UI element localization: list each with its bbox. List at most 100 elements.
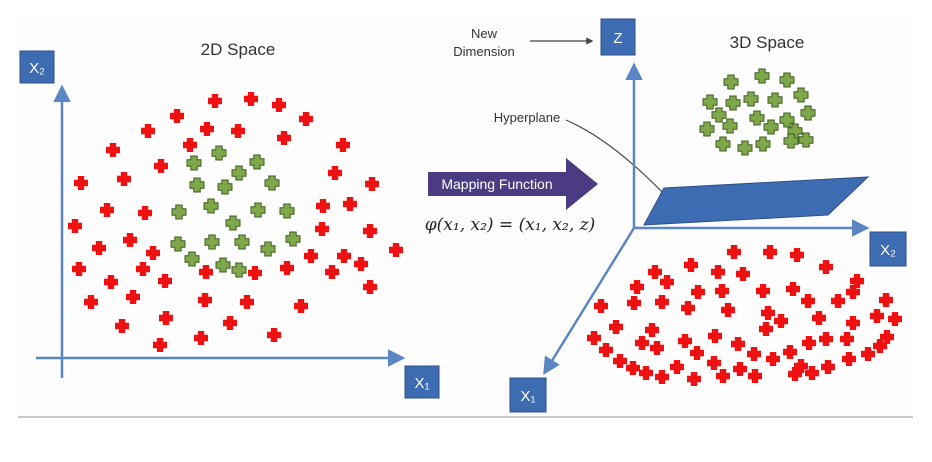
red-class-point <box>630 280 644 294</box>
red-class-point <box>115 319 129 333</box>
kernel-mapping-diagram: 2D Space X₂ X₁ Mapping Function φ(x₁, x₂… <box>19 18 907 413</box>
red-class-point <box>123 233 137 247</box>
red-class-point <box>365 177 379 191</box>
red-class-point <box>850 274 864 288</box>
red-class-point <box>248 266 262 280</box>
red-class-point <box>786 282 800 296</box>
red-class-point <box>790 248 804 262</box>
right-points <box>587 68 902 386</box>
green-class-point <box>225 215 241 231</box>
red-class-point <box>231 124 245 138</box>
green-class-point <box>260 241 276 257</box>
red-class-point <box>627 296 641 310</box>
green-class-point <box>211 145 227 161</box>
red-class-point <box>774 314 788 328</box>
new-dimension-line2: Dimension <box>453 44 514 59</box>
red-class-point <box>655 295 669 309</box>
hyperplane <box>643 176 870 226</box>
red-class-point <box>715 284 729 298</box>
red-class-point <box>304 249 318 263</box>
red-class-point <box>626 361 640 375</box>
red-class-point <box>240 295 254 309</box>
red-class-point <box>783 345 797 359</box>
red-class-point <box>158 274 172 288</box>
red-class-point <box>805 366 819 380</box>
red-class-point <box>655 370 669 384</box>
left-points <box>68 92 403 352</box>
red-class-point <box>650 341 664 355</box>
red-class-point <box>146 246 160 260</box>
red-class-point <box>678 334 692 348</box>
red-class-point <box>861 347 875 361</box>
green-class-point <box>722 118 738 134</box>
red-class-point <box>316 199 330 213</box>
red-class-point <box>343 197 357 211</box>
red-class-point <box>280 261 294 275</box>
green-class-point <box>783 133 799 149</box>
red-class-point <box>138 206 152 220</box>
red-class-point <box>84 295 98 309</box>
left-axis-x-label-box: X₁ <box>404 365 440 399</box>
red-class-point <box>880 330 894 344</box>
green-class-point <box>749 110 765 126</box>
green-class-point <box>215 257 231 273</box>
red-class-point <box>354 257 368 271</box>
red-class-point <box>613 354 627 368</box>
red-class-point <box>126 290 140 304</box>
red-class-point <box>821 360 835 374</box>
red-class-point <box>183 138 197 152</box>
left-axis-y-label: X₂ <box>29 60 45 77</box>
red-class-point <box>645 323 659 337</box>
red-class-point <box>888 312 902 326</box>
green-class-point <box>800 105 816 121</box>
green-class-point <box>723 74 739 90</box>
green-class-point <box>186 155 202 171</box>
red-class-point <box>711 265 725 279</box>
right-x1-axis <box>543 227 636 375</box>
green-class-point <box>171 204 187 220</box>
red-class-point <box>819 332 833 346</box>
red-class-point <box>153 338 167 352</box>
red-class-point <box>294 299 308 313</box>
red-class-point <box>328 166 342 180</box>
red-class-point <box>587 331 601 345</box>
green-class-point <box>779 112 795 128</box>
red-class-point <box>208 94 222 108</box>
red-class-point <box>801 294 815 308</box>
bottom-rule <box>18 416 913 418</box>
green-class-point <box>249 154 265 170</box>
red-class-point <box>733 362 747 376</box>
red-class-point <box>766 352 780 366</box>
red-class-point <box>756 284 770 298</box>
red-class-point <box>794 359 808 373</box>
red-class-point <box>747 347 761 361</box>
red-class-point <box>681 301 695 315</box>
red-class-point <box>267 328 281 342</box>
slide: 2D Space X₂ X₁ Mapping Function φ(x₁, x₂… <box>18 18 913 416</box>
red-class-point <box>244 92 258 106</box>
mapping-arrow: Mapping Function <box>428 158 598 210</box>
green-class-point <box>234 234 250 250</box>
red-class-point <box>272 98 286 112</box>
red-class-point <box>277 131 291 145</box>
red-class-point <box>691 285 705 299</box>
left-panel-title: 2D Space <box>201 40 276 59</box>
right-axis-z-label-box: Z <box>600 18 636 56</box>
left-axis-x-label: X₁ <box>414 375 429 392</box>
green-class-point <box>184 251 200 267</box>
new-dimension-line1: New <box>471 26 498 41</box>
red-class-point <box>759 322 773 336</box>
red-class-point <box>721 303 735 317</box>
green-class-point <box>779 72 795 88</box>
green-class-point <box>755 136 771 152</box>
red-class-point <box>660 275 674 289</box>
red-class-point <box>200 122 214 136</box>
red-class-point <box>635 336 649 350</box>
green-class-point <box>231 165 247 181</box>
red-class-point <box>707 356 721 370</box>
green-class-point <box>798 132 814 148</box>
green-class-point <box>285 231 301 247</box>
red-class-point <box>194 331 208 345</box>
right-axis-x1-label-box: X₁ <box>509 377 547 413</box>
green-class-point <box>250 202 266 218</box>
